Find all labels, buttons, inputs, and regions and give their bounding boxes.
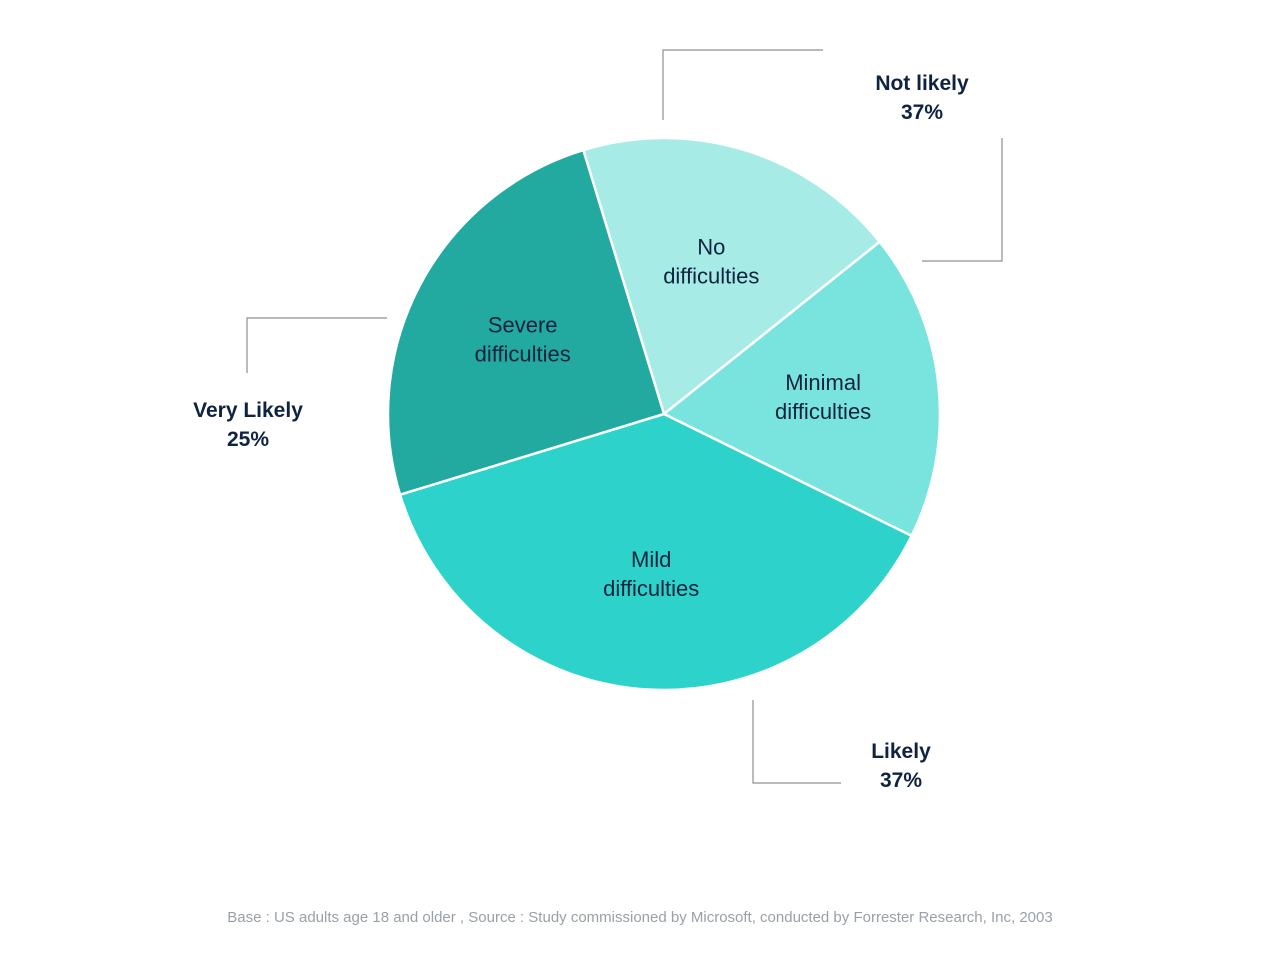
group-label-not-likely: Not likely 37% bbox=[875, 72, 969, 124]
group-value-not-likely: 37% bbox=[901, 101, 943, 124]
group-value-likely: 37% bbox=[880, 769, 922, 792]
pie-slice-mild-difficulties bbox=[398, 412, 913, 692]
group-label-likely: Likely 37% bbox=[871, 740, 931, 792]
group-name-very-likely: Very Likely bbox=[193, 399, 303, 422]
footnote-source: Base : US adults age 18 and older , Sour… bbox=[227, 909, 1052, 926]
slice-label-severe-difficulties: Severe difficulties bbox=[475, 312, 571, 366]
leader-line-not-likely-right bbox=[922, 138, 1003, 262]
slice-label-minimal-difficulties: Minimal difficulties bbox=[775, 370, 871, 424]
slice-label-line: No bbox=[697, 235, 725, 260]
slice-label-line: Minimal bbox=[785, 370, 861, 395]
slice-label-line: Mild bbox=[631, 547, 671, 572]
group-value-very-likely: 25% bbox=[227, 428, 269, 451]
slice-label-line: difficulties bbox=[603, 576, 699, 601]
slice-label-no-difficulties: No difficulties bbox=[663, 235, 759, 289]
pie-slices bbox=[386, 136, 942, 692]
pie-slice-minimal-difficulties bbox=[662, 240, 942, 538]
slice-label-line: difficulties bbox=[663, 264, 759, 289]
leader-lines bbox=[246, 49, 1003, 784]
pie-slice-severe-difficulties bbox=[386, 148, 666, 496]
group-name-not-likely: Not likely bbox=[875, 72, 969, 95]
slice-label-line: difficulties bbox=[475, 341, 571, 366]
slice-label-line: difficulties bbox=[775, 399, 871, 424]
slice-label-line: Severe bbox=[488, 312, 558, 337]
leader-line-likely bbox=[752, 700, 841, 784]
pie-slice-no-difficulties bbox=[582, 136, 881, 416]
leader-line-not-likely-left bbox=[662, 49, 823, 120]
leader-line-very-likely bbox=[246, 317, 387, 373]
slice-label-mild-difficulties: Mild difficulties bbox=[603, 547, 699, 601]
slice-labels: No difficulties Minimal difficulties Mild dif… bbox=[475, 235, 872, 601]
group-name-likely: Likely bbox=[871, 740, 931, 763]
group-label-very-likely: Very Likely 25% bbox=[193, 399, 303, 451]
